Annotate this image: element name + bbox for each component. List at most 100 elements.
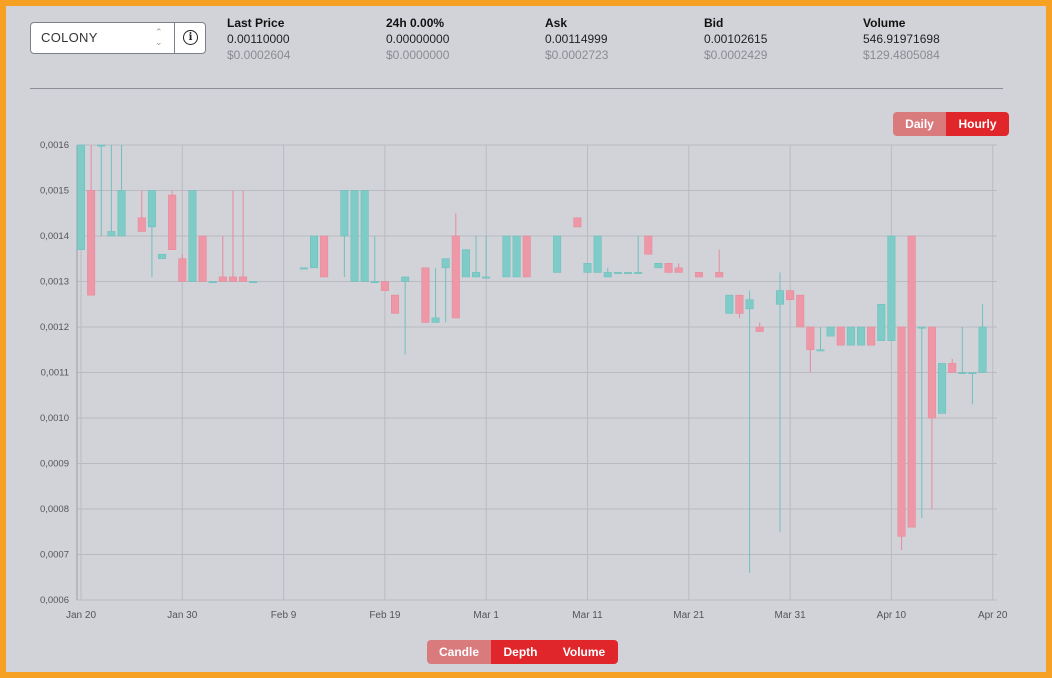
- candle-up: [117, 190, 126, 237]
- x-tick-label: Feb 19: [369, 610, 401, 621]
- candle-down: [867, 326, 876, 346]
- y-tick-label: 0,0011: [41, 368, 69, 379]
- candle-down: [948, 363, 957, 373]
- candle-down: [228, 276, 237, 282]
- candle-up: [441, 258, 450, 269]
- stat-bid: Bid 0.00102615 $0.0002429: [704, 15, 767, 63]
- candle-down: [907, 235, 916, 528]
- candle-up: [978, 326, 987, 373]
- candle-down: [87, 190, 96, 296]
- candle-down: [421, 267, 430, 323]
- candle-up: [360, 190, 369, 282]
- daily-button[interactable]: Daily: [893, 112, 946, 136]
- candle-down: [664, 262, 673, 273]
- x-tick-label: Apr 20: [978, 610, 1008, 621]
- y-tick-label: 0,0012: [40, 322, 69, 333]
- candle-up: [593, 235, 602, 273]
- stat-title: Volume: [863, 16, 906, 30]
- stat-value: 546.91971698: [863, 32, 940, 46]
- stat-value: 0.00102615: [704, 32, 768, 46]
- y-tick-label: 0,0016: [40, 140, 69, 151]
- candle-up: [188, 190, 197, 282]
- interval-toggle: Daily Hourly: [893, 112, 1009, 136]
- candle-down: [735, 294, 744, 314]
- y-tick-label: 0,0015: [40, 186, 69, 197]
- candle-up: [249, 281, 258, 284]
- candle-up: [208, 281, 217, 284]
- coin-select-value: COLONY: [41, 30, 98, 45]
- stat-title: Last Price: [227, 16, 285, 30]
- y-tick-label: 0,0014: [40, 231, 69, 242]
- candle-down: [218, 276, 227, 282]
- x-tick-label: Jan 20: [66, 610, 96, 621]
- candle-up: [309, 235, 318, 269]
- candle-up: [816, 349, 825, 352]
- y-tick-label: 0,0008: [40, 504, 69, 515]
- candle-down: [168, 194, 177, 250]
- candle-up: [938, 363, 947, 414]
- candle-down: [320, 235, 329, 278]
- stat-24h-change: 24h 0.00% 0.00000000 $0.0000000: [386, 15, 449, 63]
- candle-up: [472, 272, 481, 278]
- candle-down: [786, 290, 795, 301]
- candle-down: [198, 235, 207, 282]
- x-tick-label: Mar 11: [572, 610, 603, 621]
- candle-up: [826, 326, 835, 337]
- candle-down: [178, 258, 187, 282]
- stat-volume: Volume 546.91971698 $129.4805084: [863, 15, 940, 63]
- candle-up: [97, 144, 106, 147]
- candle-up: [147, 190, 156, 228]
- candle-up: [968, 372, 977, 375]
- coin-select[interactable]: COLONY ⌃ ⌄ i: [30, 22, 206, 54]
- candle-up: [583, 262, 592, 273]
- volume-button[interactable]: Volume: [550, 640, 618, 664]
- info-icon[interactable]: i: [183, 30, 198, 45]
- stat-value: 0.00000000: [386, 32, 450, 46]
- x-tick-label: Mar 1: [473, 610, 499, 621]
- candle-up: [502, 235, 511, 278]
- candle-button[interactable]: Candle: [427, 640, 491, 664]
- candle-down: [927, 326, 936, 419]
- candle-up: [917, 326, 926, 329]
- candle-up: [340, 190, 349, 237]
- stat-last-price: Last Price 0.00110000 $0.0002604: [227, 15, 290, 63]
- y-tick-label: 0,0013: [40, 277, 69, 288]
- stat-title: 24h 0.00%: [386, 16, 445, 30]
- candle-up: [350, 190, 359, 282]
- candle-down: [836, 326, 845, 346]
- stat-value: 0.00110000: [227, 32, 290, 46]
- candle-up: [370, 281, 379, 284]
- candle-up: [857, 326, 866, 346]
- candle-up: [603, 272, 612, 278]
- candle-up: [775, 290, 784, 305]
- candle-up: [77, 144, 86, 250]
- candle-up: [512, 235, 521, 278]
- candle-up: [654, 262, 663, 269]
- candle-up: [461, 249, 470, 278]
- candle-down: [137, 217, 146, 232]
- candle-up: [846, 326, 855, 346]
- candle-down: [391, 294, 400, 314]
- candle-up: [482, 276, 491, 279]
- hourly-button[interactable]: Hourly: [946, 112, 1009, 136]
- candle-down: [715, 272, 724, 278]
- stat-usd: $0.0002604: [227, 48, 291, 62]
- candle-up: [431, 317, 440, 323]
- candle-down: [380, 281, 389, 291]
- candle-up: [624, 272, 633, 274]
- stat-usd: $129.4805084: [863, 48, 940, 62]
- candle-down: [806, 326, 815, 351]
- candle-down: [755, 326, 764, 332]
- stat-usd: $0.0002723: [545, 48, 609, 62]
- stat-usd: $0.0002429: [704, 48, 768, 62]
- stat-title: Bid: [704, 16, 724, 30]
- candle-up: [401, 276, 410, 282]
- y-tick-label: 0,0009: [40, 459, 69, 470]
- candle-up: [613, 272, 622, 274]
- y-tick-label: 0,0007: [40, 550, 69, 561]
- stat-title: Ask: [545, 16, 568, 30]
- candle-down: [694, 272, 703, 278]
- depth-button[interactable]: Depth: [491, 640, 550, 664]
- candle-down: [897, 326, 906, 537]
